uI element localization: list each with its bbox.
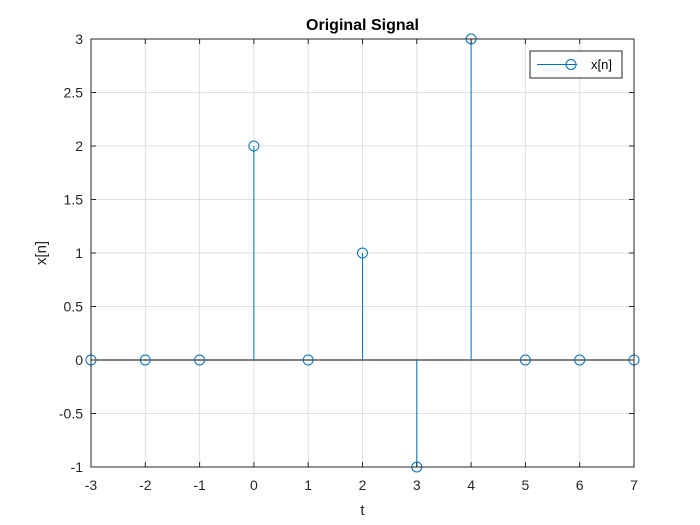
legend: x[n] [529, 50, 623, 79]
y-tick-label: 0 [75, 352, 83, 368]
stem-marker [302, 354, 314, 366]
stem-marker [139, 354, 151, 366]
y-tick-label: -0.5 [59, 406, 83, 422]
stem-marker [194, 354, 206, 366]
y-tick-label: 1 [75, 245, 83, 261]
y-tick-label: 0.5 [64, 299, 84, 315]
x-tick-label: 5 [522, 477, 530, 493]
y-tick-labels: -1 -0.5 0 0.5 1 1.5 2 2.5 3 [59, 31, 83, 475]
x-tick-label: -3 [85, 477, 98, 493]
y-tick-label: -1 [71, 459, 84, 475]
stem-marker [574, 354, 586, 366]
stems [253, 39, 472, 467]
x-tick-label: -1 [193, 477, 206, 493]
x-tick-label: -2 [139, 477, 152, 493]
stem-marker [248, 140, 260, 152]
x-tick-label: 3 [413, 477, 421, 493]
legend-entry-label: x[n] [591, 57, 612, 72]
x-tick-label: 2 [359, 477, 367, 493]
y-axis-label: x[n] [33, 241, 50, 265]
x-tick-label: 4 [467, 477, 475, 493]
stem-marker [519, 354, 531, 366]
x-tick-labels: -3 -2 -1 0 1 2 3 4 5 6 7 [85, 477, 638, 493]
stem-marker [357, 247, 368, 259]
y-tick-label: 1.5 [64, 192, 84, 208]
x-tick-label: 7 [630, 477, 638, 493]
chart-title: Original Signal [306, 17, 419, 34]
legend-marker-sample [565, 59, 577, 70]
axes-frame [90, 38, 635, 468]
y-tick-label: 2 [75, 138, 83, 154]
y-tick-label: 2.5 [64, 85, 84, 101]
axes-frame-layer [90, 38, 635, 468]
x-tick-label: 1 [304, 477, 312, 493]
x-tick-label: 6 [576, 477, 584, 493]
y-tick-label: 3 [75, 31, 83, 47]
x-axis-label: t [360, 502, 365, 519]
x-tick-label: 0 [250, 477, 258, 493]
